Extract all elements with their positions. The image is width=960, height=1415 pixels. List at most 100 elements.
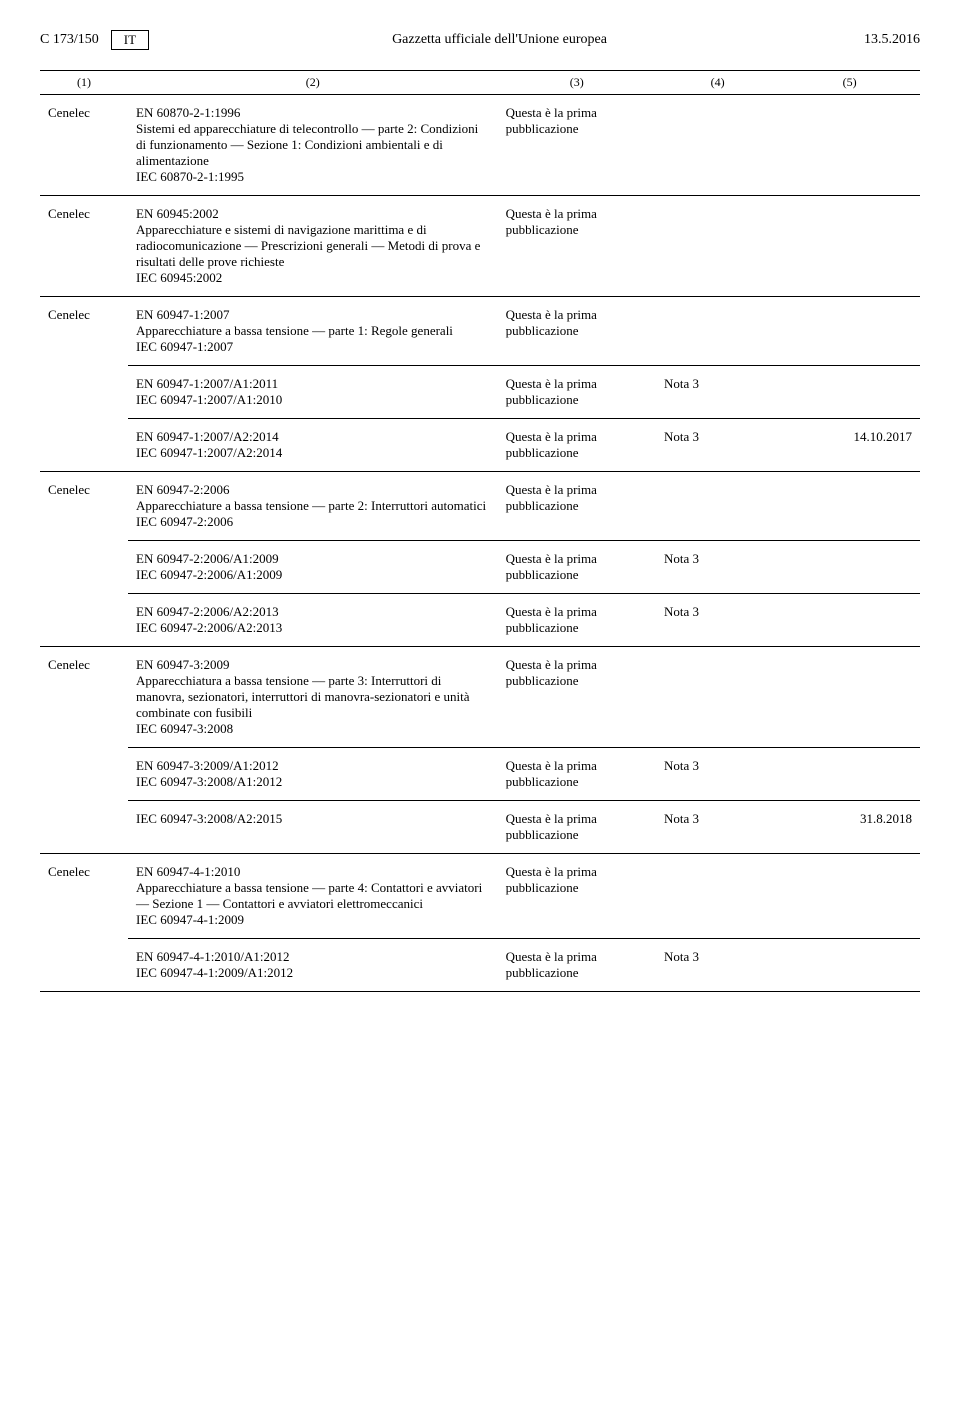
publication-cell: Questa è la prima pubblicazione (498, 939, 656, 992)
colnum-1: (1) (40, 71, 128, 95)
pub-line2: pubblicazione (506, 498, 648, 514)
standard-cell: EN 60947-1:2007/A1:2011 IEC 60947-1:2007… (128, 366, 498, 419)
standard-cell: EN 60947-4-1:2010 Apparecchiature a bass… (128, 854, 498, 939)
standard-title: EN 60947-2:2006/A1:2009 (136, 551, 490, 567)
standard-title: EN 60947-2:2006 (136, 482, 490, 498)
table-row: Cenelec EN 60947-3:2009 Apparecchiatura … (40, 647, 920, 748)
iec-ref: IEC 60947-4-1:2009 (136, 912, 490, 928)
page-reference: C 173/150 (40, 32, 99, 48)
pub-line1: Questa è la prima (506, 949, 648, 965)
publication-cell: Questa è la prima pubblicazione (498, 594, 656, 647)
org-cell: Cenelec (40, 297, 128, 472)
pub-line2: pubblicazione (506, 121, 648, 137)
iec-ref: IEC 60945:2002 (136, 270, 490, 286)
iec-ref: IEC 60947-1:2007 (136, 339, 490, 355)
standard-title: EN 60947-1:2007 (136, 307, 490, 323)
pub-line1: Questa è la prima (506, 307, 648, 323)
pub-line1: Questa è la prima (506, 657, 648, 673)
standard-cell: EN 60947-3:2009/A1:2012 IEC 60947-3:2008… (128, 748, 498, 801)
standard-desc: Apparecchiature a bassa tensione — parte… (136, 323, 490, 339)
standard-cell: EN 60870-2-1:1996 Sistemi ed apparecchia… (128, 95, 498, 196)
pub-line1: Questa è la prima (506, 864, 648, 880)
publication-cell: Questa è la prima pubblicazione (498, 95, 656, 196)
colnum-5: (5) (779, 71, 920, 95)
issue-date: 13.5.2016 (850, 32, 920, 48)
pub-line1: Questa è la prima (506, 482, 648, 498)
table-row: EN 60947-3:2009/A1:2012 IEC 60947-3:2008… (40, 748, 920, 801)
table-row: Cenelec EN 60947-1:2007 Apparecchiature … (40, 297, 920, 366)
note-cell: Nota 3 (656, 541, 779, 594)
table-row: EN 60947-4-1:2010/A1:2012 IEC 60947-4-1:… (40, 939, 920, 992)
pub-line1: Questa è la prima (506, 758, 648, 774)
publication-cell: Questa è la prima pubblicazione (498, 854, 656, 939)
standard-title: EN 60947-1:2007/A2:2014 (136, 429, 490, 445)
note-cell: Nota 3 (656, 594, 779, 647)
pub-line2: pubblicazione (506, 222, 648, 238)
publication-cell: Questa è la prima pubblicazione (498, 366, 656, 419)
pub-line2: pubblicazione (506, 774, 648, 790)
iec-ref: IEC 60947-2:2006/A1:2009 (136, 567, 490, 583)
iec-ref: IEC 60947-1:2007/A1:2010 (136, 392, 490, 408)
note-cell: Nota 3 (656, 419, 779, 472)
org-cell: Cenelec (40, 647, 128, 854)
iec-ref: IEC 60947-2:2006 (136, 514, 490, 530)
iec-ref: IEC 60947-3:2008 (136, 721, 490, 737)
iec-ref: IEC 60870-2-1:1995 (136, 169, 490, 185)
pub-line2: pubblicazione (506, 965, 648, 981)
standard-title: EN 60947-3:2009 (136, 657, 490, 673)
iec-ref: IEC 60947-3:2008/A2:2015 (136, 811, 490, 827)
pub-line1: Questa è la prima (506, 105, 648, 121)
publication-cell: Questa è la prima pubblicazione (498, 541, 656, 594)
standard-cell: EN 60945:2002 Apparecchiature e sistemi … (128, 196, 498, 297)
publication-cell: Questa è la prima pubblicazione (498, 801, 656, 854)
date-cell: 14.10.2017 (779, 419, 920, 472)
pub-line2: pubblicazione (506, 827, 648, 843)
standard-desc: Apparecchiature e sistemi di navigazione… (136, 222, 490, 270)
publication-cell: Questa è la prima pubblicazione (498, 297, 656, 366)
table-row: Cenelec EN 60947-2:2006 Apparecchiature … (40, 472, 920, 541)
publication-cell: Questa è la prima pubblicazione (498, 748, 656, 801)
pub-line1: Questa è la prima (506, 429, 648, 445)
pub-line2: pubblicazione (506, 673, 648, 689)
standard-cell: EN 60947-4-1:2010/A1:2012 IEC 60947-4-1:… (128, 939, 498, 992)
pub-line1: Questa è la prima (506, 604, 648, 620)
standard-cell: EN 60947-1:2007 Apparecchiature a bassa … (128, 297, 498, 366)
standard-desc: Apparecchiature a bassa tensione — parte… (136, 498, 490, 514)
org-cell: Cenelec (40, 95, 128, 196)
standard-cell: EN 60947-1:2007/A2:2014 IEC 60947-1:2007… (128, 419, 498, 472)
standard-desc: Apparecchiatura a bassa tensione — parte… (136, 673, 490, 721)
table-row: EN 60947-2:2006/A1:2009 IEC 60947-2:2006… (40, 541, 920, 594)
iec-ref: IEC 60947-1:2007/A2:2014 (136, 445, 490, 461)
pub-line2: pubblicazione (506, 445, 648, 461)
standard-cell: IEC 60947-3:2008/A2:2015 (128, 801, 498, 854)
iec-ref: IEC 60947-2:2006/A2:2013 (136, 620, 490, 636)
note-cell: Nota 3 (656, 366, 779, 419)
pub-line2: pubblicazione (506, 392, 648, 408)
pub-line2: pubblicazione (506, 620, 648, 636)
language-badge: IT (111, 30, 149, 50)
table-row: EN 60947-1:2007/A2:2014 IEC 60947-1:2007… (40, 419, 920, 472)
standard-cell: EN 60947-2:2006/A2:2013 IEC 60947-2:2006… (128, 594, 498, 647)
standard-title: EN 60945:2002 (136, 206, 490, 222)
journal-title: Gazzetta ufficiale dell'Unione europea (149, 32, 850, 48)
iec-ref: IEC 60947-4-1:2009/A1:2012 (136, 965, 490, 981)
pub-line1: Questa è la prima (506, 551, 648, 567)
note-cell: Nota 3 (656, 939, 779, 992)
table-row: Cenelec EN 60870-2-1:1996 Sistemi ed app… (40, 95, 920, 196)
org-cell: Cenelec (40, 472, 128, 647)
pub-line1: Questa è la prima (506, 206, 648, 222)
table-row: Cenelec EN 60945:2002 Apparecchiature e … (40, 196, 920, 297)
note-cell: Nota 3 (656, 801, 779, 854)
pub-line1: Questa è la prima (506, 376, 648, 392)
publication-cell: Questa è la prima pubblicazione (498, 647, 656, 748)
iec-ref: IEC 60947-3:2008/A1:2012 (136, 774, 490, 790)
standard-cell: EN 60947-2:2006/A1:2009 IEC 60947-2:2006… (128, 541, 498, 594)
standard-cell: EN 60947-2:2006 Apparecchiature a bassa … (128, 472, 498, 541)
pub-line2: pubblicazione (506, 880, 648, 896)
pub-line2: pubblicazione (506, 567, 648, 583)
table-row: IEC 60947-3:2008/A2:2015 Questa è la pri… (40, 801, 920, 854)
page-header: C 173/150 IT Gazzetta ufficiale dell'Uni… (40, 30, 920, 50)
date-cell: 31.8.2018 (779, 801, 920, 854)
colnum-4: (4) (656, 71, 779, 95)
table-row: EN 60947-2:2006/A2:2013 IEC 60947-2:2006… (40, 594, 920, 647)
